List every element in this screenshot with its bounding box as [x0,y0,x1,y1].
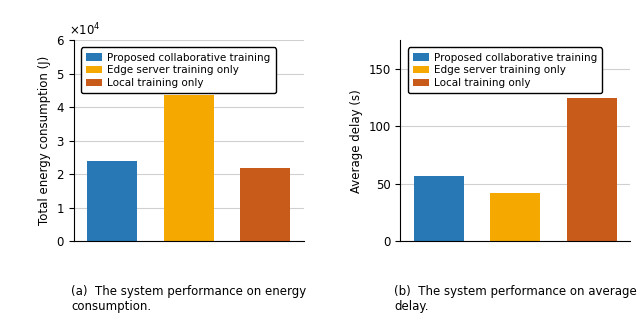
Bar [567,97,617,241]
Text: (a)  The system performance on energy
consumption.: (a) The system performance on energy con… [71,285,307,314]
Text: (b)  The system performance on average
delay.: (b) The system performance on average de… [394,285,637,314]
Y-axis label: Average delay (s): Average delay (s) [350,89,363,193]
Bar [164,95,214,241]
Legend: Proposed collaborative training, Edge server training only, Local training only: Proposed collaborative training, Edge se… [408,48,602,93]
Bar [413,176,463,241]
Legend: Proposed collaborative training, Edge server training only, Local training only: Proposed collaborative training, Edge se… [81,48,276,93]
Bar [241,168,291,241]
Bar [87,161,137,241]
Bar [490,193,540,241]
Text: $\times 10^4$: $\times 10^4$ [69,21,100,38]
Y-axis label: Total energy consumption (J): Total energy consumption (J) [38,56,51,225]
